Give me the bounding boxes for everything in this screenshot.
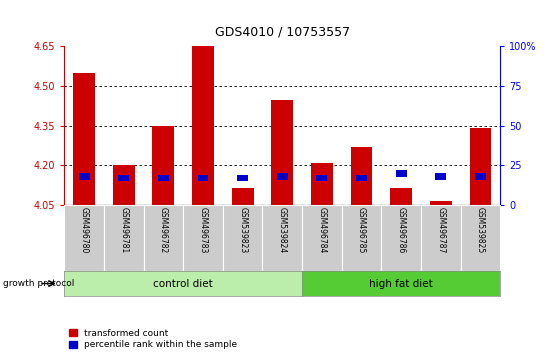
Text: GDS4010 / 10753557: GDS4010 / 10753557 <box>215 26 350 39</box>
Bar <box>435 173 446 180</box>
Bar <box>421 205 461 271</box>
Bar <box>73 73 95 205</box>
Bar <box>113 166 135 205</box>
Bar <box>475 173 486 180</box>
Text: GSM496786: GSM496786 <box>397 207 406 254</box>
Bar <box>316 175 328 181</box>
Text: GSM496781: GSM496781 <box>119 207 128 253</box>
Bar <box>396 170 406 177</box>
Bar <box>79 173 89 180</box>
Text: GSM496787: GSM496787 <box>437 207 446 254</box>
Text: control diet: control diet <box>153 279 213 289</box>
Bar <box>390 188 412 205</box>
Bar <box>183 205 223 271</box>
Text: high fat diet: high fat diet <box>369 279 433 289</box>
Bar <box>277 173 288 180</box>
Text: growth protocol: growth protocol <box>3 279 74 288</box>
Text: GSM496782: GSM496782 <box>159 207 168 253</box>
Bar <box>350 147 372 205</box>
Text: GSM539823: GSM539823 <box>238 207 247 253</box>
Bar <box>356 175 367 181</box>
Text: GSM496785: GSM496785 <box>357 207 366 254</box>
Bar <box>272 101 293 205</box>
Text: GSM539824: GSM539824 <box>278 207 287 253</box>
Legend: transformed count, percentile rank within the sample: transformed count, percentile rank withi… <box>69 329 237 349</box>
Bar <box>197 175 209 181</box>
Text: GSM539825: GSM539825 <box>476 207 485 253</box>
Bar <box>263 205 302 271</box>
Text: GSM496783: GSM496783 <box>198 207 207 254</box>
Bar <box>119 175 129 181</box>
Bar <box>104 205 144 271</box>
Bar <box>153 126 174 205</box>
Bar <box>237 175 248 181</box>
Bar <box>144 205 183 271</box>
Bar <box>158 175 169 181</box>
Text: GSM496784: GSM496784 <box>318 207 326 254</box>
Bar <box>232 188 254 205</box>
Bar <box>64 205 104 271</box>
Bar <box>311 163 333 205</box>
Bar <box>223 205 263 271</box>
Bar <box>381 205 421 271</box>
Text: GSM496780: GSM496780 <box>79 207 89 254</box>
Bar <box>470 129 491 205</box>
Bar <box>192 12 214 205</box>
Bar <box>342 205 381 271</box>
Bar <box>461 205 500 271</box>
Bar <box>302 205 342 271</box>
Bar <box>430 201 452 205</box>
